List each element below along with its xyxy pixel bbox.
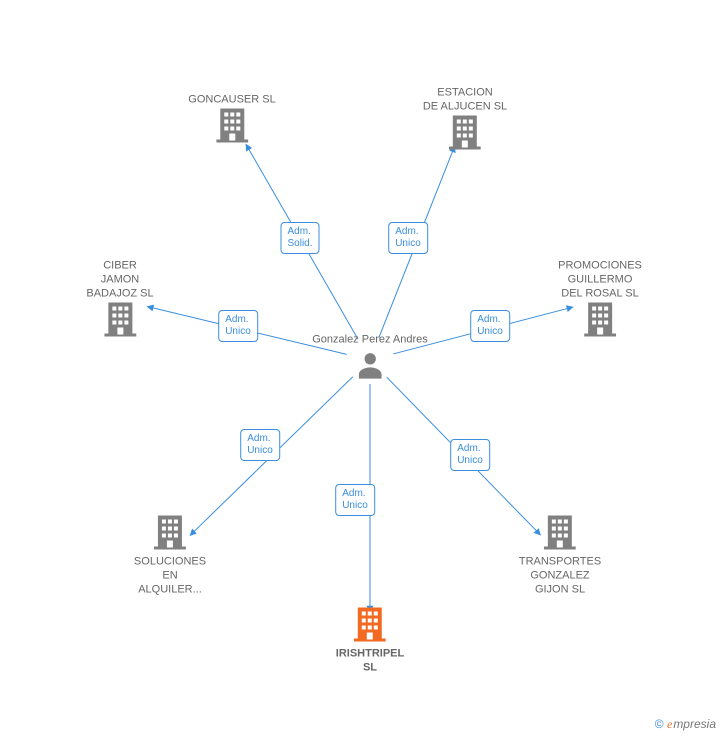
copyright: © empresia xyxy=(655,717,716,732)
company-label: SOLUCIONES EN ALQUILER... xyxy=(134,555,206,597)
building-icon xyxy=(584,301,616,342)
building-icon xyxy=(544,514,576,555)
edge-label: Adm. Solid. xyxy=(280,222,319,254)
company-node-estacion[interactable]: ESTACION DE ALJUCEN SL xyxy=(423,86,507,155)
person-icon xyxy=(353,347,387,388)
company-node-trans[interactable]: TRANSPORTES GONZALEZ GIJON SL xyxy=(519,514,601,597)
edge-label: Adm. Unico xyxy=(470,310,510,342)
company-label: GONCAUSER SL xyxy=(188,93,275,107)
company-node-irish[interactable]: IRISHTRIPEL SL xyxy=(336,606,404,675)
brand-rest: mpresia xyxy=(673,717,716,731)
brand-first-letter: e xyxy=(667,717,672,731)
edge-label: Adm. Unico xyxy=(240,429,280,461)
company-node-soluc[interactable]: SOLUCIONES EN ALQUILER... xyxy=(134,514,206,597)
copyright-symbol: © xyxy=(655,717,664,731)
center-person-label: Gonzalez Perez Andres xyxy=(312,333,428,347)
diagram-canvas: Gonzalez Perez Andres GONCAUSER SL ESTAC… xyxy=(0,0,728,740)
building-icon xyxy=(354,606,386,647)
center-person-node[interactable]: Gonzalez Perez Andres xyxy=(312,333,428,388)
building-icon xyxy=(104,301,136,342)
edge-label: Adm. Unico xyxy=(450,439,490,471)
company-label: TRANSPORTES GONZALEZ GIJON SL xyxy=(519,555,601,597)
company-label: PROMOCIONES GUILLERMO DEL ROSAL SL xyxy=(558,259,642,301)
company-node-promo[interactable]: PROMOCIONES GUILLERMO DEL ROSAL SL xyxy=(558,259,642,342)
edge-label: Adm. Unico xyxy=(218,310,258,342)
edge-label: Adm. Unico xyxy=(388,222,428,254)
building-icon xyxy=(449,114,481,155)
building-icon xyxy=(154,514,186,555)
building-icon xyxy=(216,107,248,148)
company-node-goncauser[interactable]: GONCAUSER SL xyxy=(188,93,275,148)
edge-label: Adm. Unico xyxy=(335,484,375,516)
company-label: ESTACION DE ALJUCEN SL xyxy=(423,86,507,114)
company-label: IRISHTRIPEL SL xyxy=(336,647,404,675)
company-label: CIBER JAMON BADAJOZ SL xyxy=(86,259,153,301)
company-node-ciber[interactable]: CIBER JAMON BADAJOZ SL xyxy=(86,259,153,342)
